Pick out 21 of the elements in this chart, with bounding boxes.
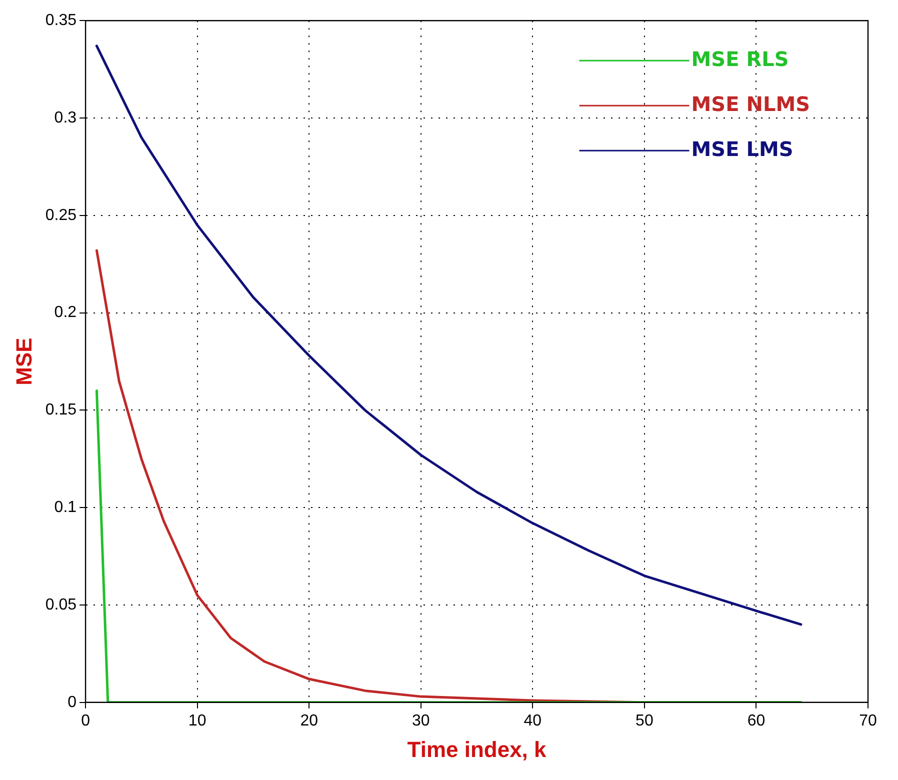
- y-tick-label: 0.1: [54, 499, 77, 516]
- y-tick-label: 0: [68, 694, 77, 711]
- text: MSE RLS: [691, 46, 789, 71]
- text: MSE NLMS: [691, 92, 810, 116]
- x-tick-label: 40: [524, 712, 542, 730]
- x-tick-label: 70: [859, 712, 877, 730]
- x-tick-label: 30: [412, 712, 430, 730]
- y-tick-label: 0.25: [45, 206, 77, 224]
- y-tick-label: 0.15: [45, 402, 77, 419]
- y-tick-label: 0.35: [45, 12, 77, 30]
- x-tick-label: 20: [300, 712, 318, 730]
- x-tick-label: 0: [81, 712, 90, 730]
- text: MSE LMS: [691, 136, 794, 161]
- x-tick-label: 60: [747, 712, 766, 730]
- x-axis-title: Time index, k: [407, 736, 548, 762]
- x-tick-label: 50: [636, 712, 654, 730]
- y-tick-label: 0.3: [54, 109, 77, 126]
- y-tick-label: 0.05: [45, 596, 77, 614]
- y-axis-title: MSE: [11, 338, 36, 386]
- x-tick-label: 10: [188, 712, 206, 730]
- y-tick-label: 0.2: [54, 304, 77, 322]
